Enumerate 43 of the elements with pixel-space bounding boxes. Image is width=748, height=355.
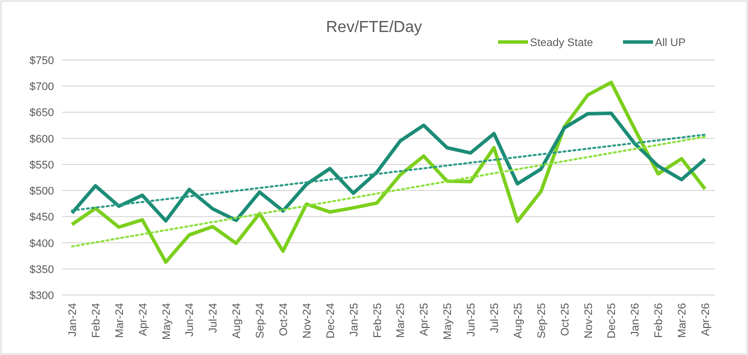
x-tick-label: Mar-26 — [676, 303, 689, 338]
x-tick-label: Nov-25 — [582, 303, 595, 338]
x-tick-label: Jul-25 — [489, 303, 501, 333]
x-tick-label: Feb-26 — [653, 303, 666, 338]
x-tick-label: Nov-24 — [301, 303, 314, 338]
x-tick-label: May-25 — [442, 303, 454, 340]
y-tick-label: $400 — [30, 238, 54, 250]
line-series — [70, 112, 707, 223]
x-tick-label: Dec-24 — [324, 303, 337, 338]
x-tick-label: Sep-25 — [536, 303, 548, 338]
x-tick-label: Sep-24 — [254, 303, 267, 338]
y-tick-label: $650 — [30, 107, 54, 120]
x-tick-label: Jan-24 — [67, 303, 79, 337]
x-tick-label: Jan-25 — [348, 303, 360, 337]
y-tick-label: $450 — [30, 212, 54, 224]
x-tick-label: Feb-24 — [90, 303, 102, 338]
x-tick-label: Feb-25 — [372, 303, 384, 338]
x-tick-label: Apr-26 — [700, 303, 712, 336]
y-tick-label: $550 — [30, 159, 54, 172]
x-tick-label: Jun-24 — [184, 303, 196, 337]
x-tick-label: Jul-24 — [208, 303, 220, 333]
x-tick-label: May-24 — [160, 303, 173, 340]
y-tick-label: $750 — [30, 55, 54, 67]
x-tick-label: Aug-25 — [512, 303, 524, 338]
x-tick-label: Dec-25 — [606, 303, 618, 338]
x-tick-label: Apr-25 — [418, 303, 431, 336]
x-tick-label: Aug-24 — [231, 303, 244, 338]
x-tick-label: Jun-25 — [466, 303, 478, 337]
y-tick-label: $350 — [30, 264, 54, 276]
chart-title: Rev/FTE/Day — [326, 19, 422, 36]
x-tick-label: Jan-26 — [630, 303, 642, 337]
x-tick-label: Apr-24 — [137, 303, 150, 336]
y-tick-label: $700 — [30, 81, 54, 94]
x-tick-label: Oct-25 — [559, 303, 572, 336]
legend-label: All UP — [655, 37, 686, 49]
y-tick-label: $300 — [30, 290, 54, 302]
x-tick-label: Mar-25 — [395, 303, 408, 338]
x-tick-label: Mar-24 — [114, 303, 126, 338]
line-series — [70, 80, 707, 264]
legend-label: Steady State — [530, 37, 593, 49]
y-tick-label: $500 — [30, 186, 54, 198]
x-tick-label: Oct-24 — [278, 303, 290, 336]
y-tick-label: $600 — [30, 133, 54, 146]
